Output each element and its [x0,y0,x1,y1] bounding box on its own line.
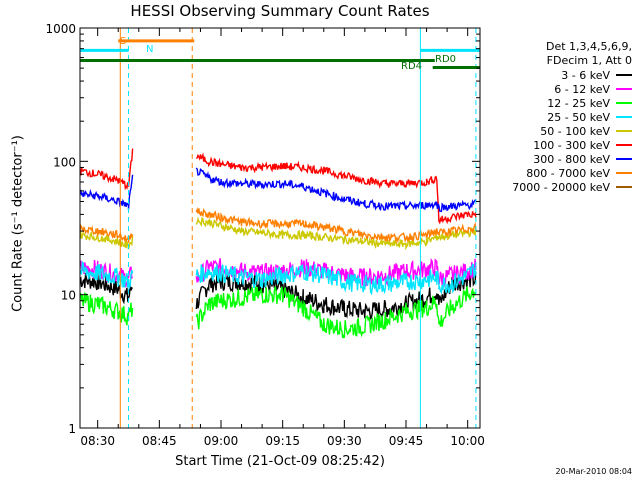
x-tick-label-3: 09:15 [265,434,300,448]
legend-label: 800 - 7000 keV [526,166,610,180]
legend-config: FDecim 1, Att 0 [546,54,632,67]
legend-entry: 3 - 6 keV [488,68,632,82]
x-axis-label: Start Time (21-Oct-09 08:25:42) [175,454,385,469]
series-line-6-1 [195,167,477,213]
series-line-7-1 [195,206,477,244]
legend-swatch [616,88,632,90]
legend-swatch [616,116,632,118]
legend-label: 3 - 6 keV [561,68,610,82]
y-axis-label: Count Rate (s⁻¹ detector⁻¹) [10,135,26,312]
flag-label-1: N [146,44,153,55]
legend-swatch [616,102,632,104]
legend-entry: 6 - 12 keV [488,82,632,96]
x-tick-label-2: 09:00 [204,434,239,448]
legend-entry: 100 - 300 keV [488,138,632,152]
series-line-5-1 [196,152,477,225]
legend-swatch [616,172,632,174]
legend-swatch [616,130,632,132]
series-line-4-0 [79,230,134,250]
legend-detectors: Det 1,3,4,5,6,9, [545,40,632,53]
legend-entry: 12 - 25 keV [488,96,632,110]
plot-frame [79,27,481,429]
x-tick-label-0: 08:30 [80,434,115,448]
legend-entry: 800 - 7000 keV [488,166,632,180]
flag-label-5: RD0 [435,54,456,65]
legend-entry: 7000 - 20000 keV [488,180,632,194]
y-tick-label-1: 10 [61,289,76,303]
y-tick-label-0: 1 [68,422,76,436]
legend-swatch [616,186,632,188]
y-tick-label-2: 100 [53,155,76,169]
legend-label: 6 - 12 keV [554,82,610,96]
legend-entry: 50 - 100 keV [488,124,632,138]
chart-title: HESSI Observing Summary Count Rates [130,2,430,20]
series-line-1-1 [195,257,477,287]
x-tick-label-4: 09:30 [327,434,362,448]
timestamp: 20-Mar-2010 08:04 [555,467,633,476]
legend-swatch [616,144,632,146]
series-line-5-0 [79,148,134,191]
series-line-6-0 [79,174,134,210]
legend: Det 1,3,4,5,6,9, FDecim 1, Att 0 3 - 6 k… [488,40,632,194]
series-line-3-1 [195,263,477,296]
legend-swatch [616,158,632,160]
legend-label: 7000 - 20000 keV [512,180,610,194]
x-tick-label-1: 08:45 [142,434,177,448]
flag-label-4: RD4 [401,61,422,72]
legend-label: 50 - 100 keV [540,124,610,138]
legend-label: 25 - 50 keV [547,110,610,124]
flag-label-0: S [120,36,126,47]
series-line-2-1 [195,286,477,339]
legend-entry: 300 - 800 keV [488,152,632,166]
series-line-4-1 [195,216,477,251]
series-line-7-0 [79,223,134,243]
x-tick-label-6: 10:00 [450,434,485,448]
x-tick-label-5: 09:45 [389,434,424,448]
series-line-2-0 [79,292,134,326]
series-line-3-0 [79,260,134,291]
legend-entry: 25 - 50 keV [488,110,632,124]
legend-label: 12 - 25 keV [547,96,610,110]
legend-label: 100 - 300 keV [533,138,610,152]
legend-swatch [616,74,632,76]
y-tick-label-3: 1000 [45,22,76,36]
legend-label: 300 - 800 keV [533,152,610,166]
